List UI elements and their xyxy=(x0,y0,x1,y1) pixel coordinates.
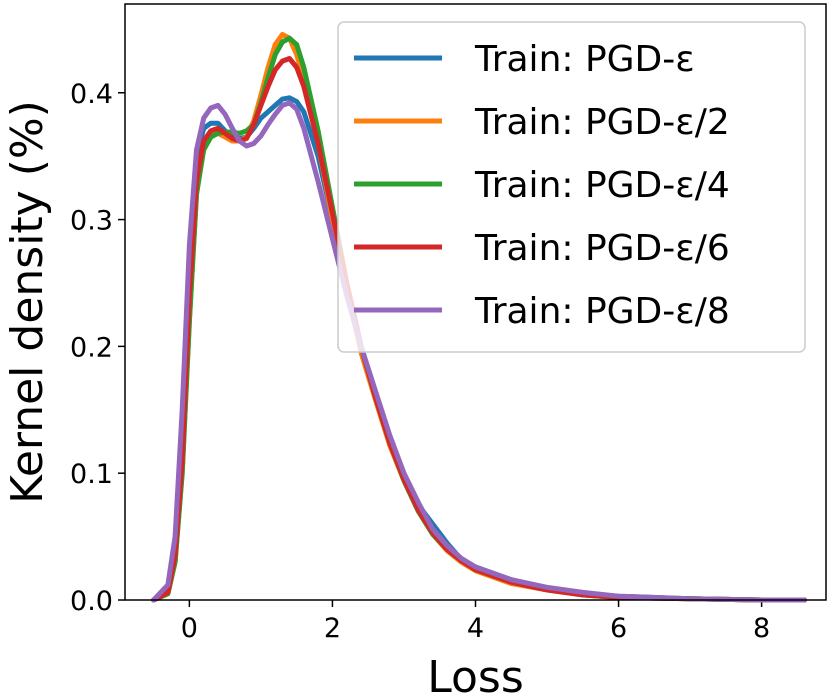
x-tick-label: 4 xyxy=(467,613,484,644)
y-tick-label: 0.2 xyxy=(70,332,113,363)
legend-box xyxy=(337,21,806,353)
legend: Train: PGD-ε Train: PGD-ε/2 Train: PGD-ε/4… xyxy=(337,21,806,353)
x-ticks: 0 2 4 6 8 xyxy=(181,600,770,644)
x-tick-label: 0 xyxy=(181,613,198,644)
y-tick-label: 0.3 xyxy=(70,206,113,237)
legend-label: Train: PGD-ε/2 xyxy=(474,102,730,143)
legend-label: Train: PGD-ε/6 xyxy=(474,228,730,269)
x-tick-label: 6 xyxy=(610,613,627,644)
series-line-5 xyxy=(151,100,807,603)
legend-label: Train: PGD-ε/8 xyxy=(474,291,730,332)
x-axis-title: Loss xyxy=(427,652,524,694)
x-tick-label: 2 xyxy=(324,613,341,644)
plot-frame xyxy=(124,3,827,601)
x-tick-label: 8 xyxy=(753,613,770,644)
y-tick-label: 0.1 xyxy=(70,459,113,490)
y-tick-label: 0.4 xyxy=(70,79,113,110)
series-lines xyxy=(151,31,807,603)
y-tick-label: 0.0 xyxy=(70,586,113,617)
legend-label: Train: PGD-ε xyxy=(474,39,695,80)
y-axis-title-group: Kernel density (%) xyxy=(2,100,53,504)
legend-label: Train: PGD-ε/4 xyxy=(474,165,730,206)
y-axis-title: Kernel density (%) xyxy=(2,100,53,504)
y-ticks: 0.0 0.1 0.2 0.3 0.4 xyxy=(70,79,125,617)
